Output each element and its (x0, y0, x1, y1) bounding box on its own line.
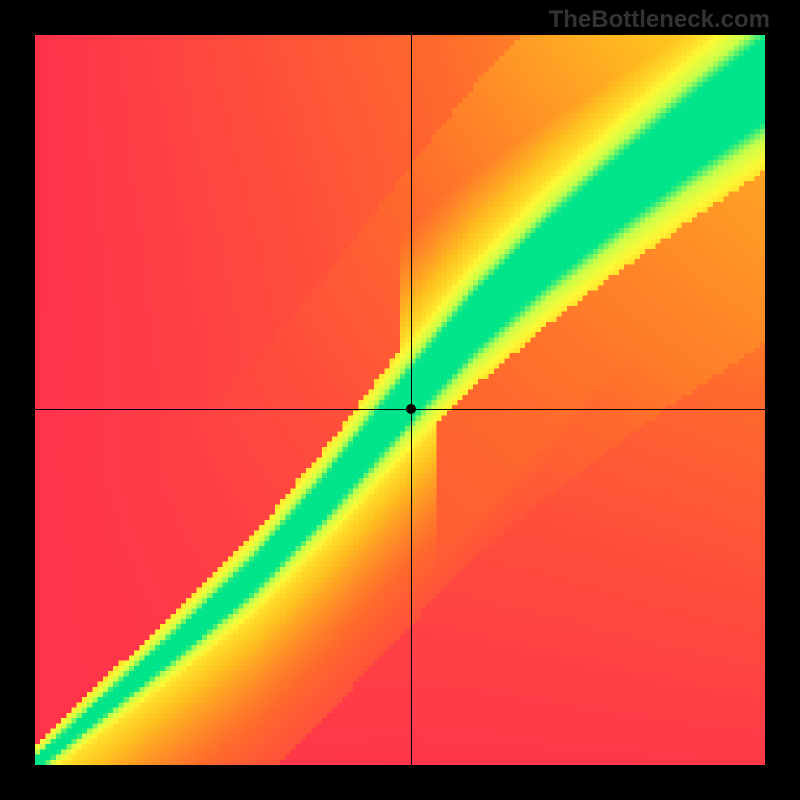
plot-area (35, 35, 765, 765)
crosshair-vertical (411, 35, 412, 765)
selection-marker-dot (406, 404, 416, 414)
watermark-text: TheBottleneck.com (549, 6, 770, 34)
bottleneck-heatmap (35, 35, 765, 765)
crosshair-horizontal (35, 409, 765, 410)
